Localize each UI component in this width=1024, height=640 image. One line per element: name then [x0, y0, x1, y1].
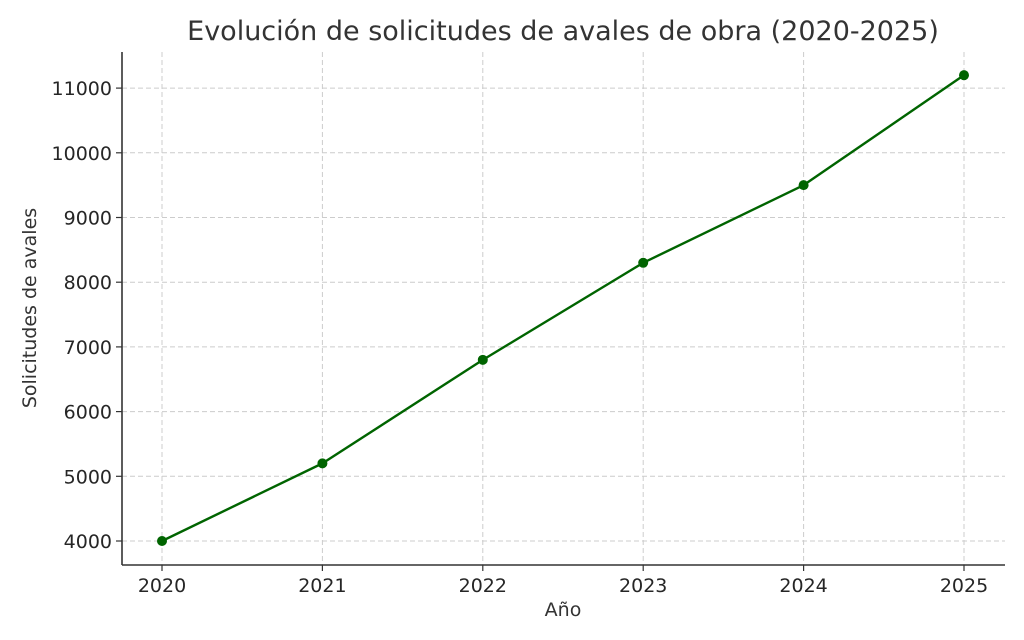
grid-lines — [122, 52, 1005, 565]
axes — [121, 52, 1005, 566]
x-tick-label: 2024 — [779, 575, 827, 597]
y-tick-label: 10000 — [52, 143, 112, 165]
data-point-marker — [798, 180, 809, 191]
data-point-marker — [959, 70, 969, 81]
y-axis-label: Solicitudes de avales — [19, 208, 41, 408]
y-tick-label: 4000 — [64, 531, 112, 553]
y-axis-ticks: 4000 5000 6000 7000 8000 9000 10000 11000 — [52, 78, 122, 553]
x-tick-label: 2025 — [940, 575, 988, 597]
x-tick-label: 2020 — [138, 575, 186, 597]
data-point-marker — [317, 458, 328, 469]
x-tick-label: 2021 — [298, 575, 346, 597]
series-line — [161, 74, 965, 543]
y-tick-label: 11000 — [52, 78, 112, 100]
chart-title: Evolución de solicitudes de avales de ob… — [187, 16, 939, 47]
x-tick-label: 2023 — [619, 575, 667, 597]
x-axis-label: Año — [545, 599, 582, 621]
data-point-marker — [477, 354, 488, 365]
data-point-marker — [638, 257, 649, 268]
y-tick-label: 9000 — [64, 208, 112, 230]
y-tick-label: 5000 — [64, 466, 112, 488]
x-tick-label: 2022 — [459, 575, 507, 597]
y-tick-label: 8000 — [64, 272, 112, 294]
data-series — [157, 70, 969, 546]
y-tick-label: 7000 — [64, 337, 112, 359]
data-point-marker — [157, 536, 167, 546]
y-tick-label: 6000 — [64, 402, 112, 424]
x-axis-ticks: 2020 2021 2022 2023 2024 2025 — [138, 565, 988, 597]
